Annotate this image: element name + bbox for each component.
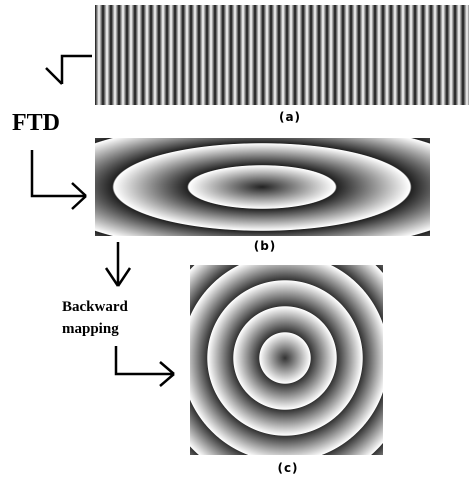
step-label: FTD	[12, 110, 60, 136]
step-label: Backward	[62, 299, 128, 315]
arrow	[32, 150, 86, 209]
arrow	[46, 56, 92, 84]
fringe-image-b	[95, 138, 430, 236]
step-label: mapping	[62, 321, 119, 337]
fringe-image-a	[95, 5, 469, 105]
panel-label: (c)	[277, 461, 298, 475]
figure: (a) (b) (c) FTD Backward mapping	[0, 0, 469, 479]
fringe-image-c	[190, 265, 383, 455]
arrow	[116, 346, 174, 386]
panel-label: (b)	[254, 239, 277, 253]
arrow	[106, 242, 130, 286]
panel-label: (a)	[279, 110, 301, 124]
